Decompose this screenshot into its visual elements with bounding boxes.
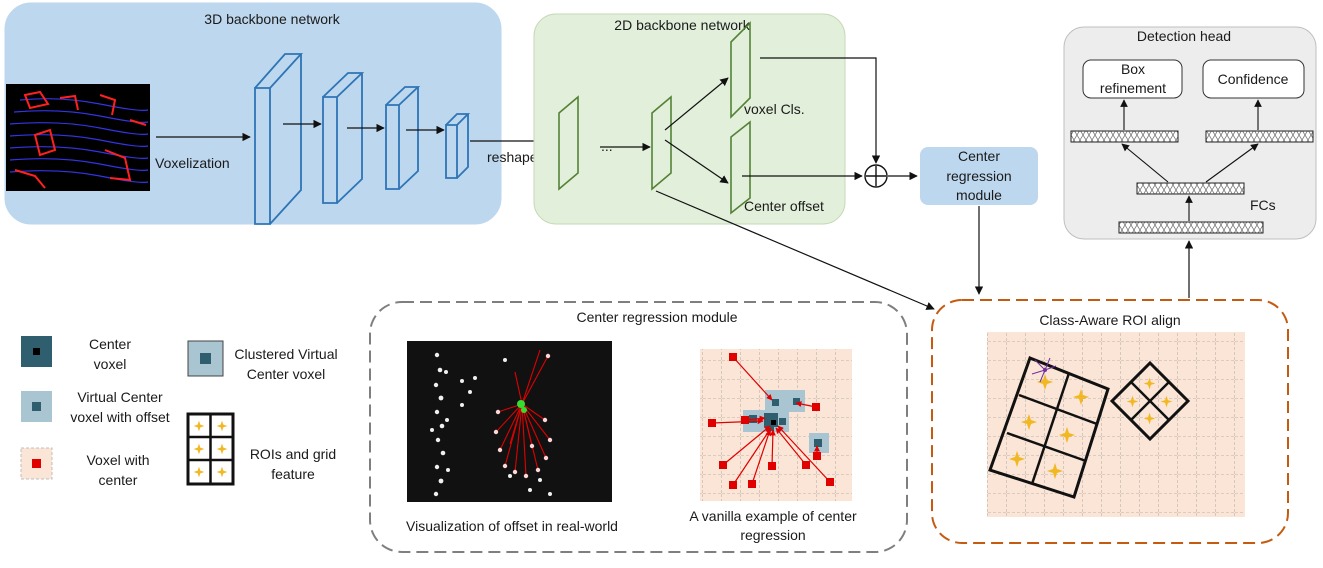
reshape-label: reshape xyxy=(487,149,538,165)
center-regression-title: Center regression module xyxy=(576,309,737,325)
svg-text:voxel: voxel xyxy=(94,356,127,372)
vanilla-caption: A vanilla example of center xyxy=(689,508,857,524)
backbone-3d-panel: 3D backbone network xyxy=(4,2,502,225)
svg-text:Center voxel: Center voxel xyxy=(247,366,326,382)
fcs-label: FCs xyxy=(1250,197,1276,213)
legend-clustered-virtual: Clustered Virtual Center voxel xyxy=(187,340,338,382)
offset-visualization-image xyxy=(407,341,612,502)
svg-text:Center: Center xyxy=(89,336,131,352)
roi-small xyxy=(1109,360,1191,442)
legend-center-voxel: Center voxel xyxy=(21,336,131,372)
vanilla-regression-example xyxy=(700,349,852,501)
backbone-2d-title: 2D backbone network xyxy=(614,17,750,33)
roi-align-title: Class-Aware ROI align xyxy=(1039,312,1180,328)
sum-operator xyxy=(864,164,888,188)
svg-text:regression: regression xyxy=(740,527,805,543)
visualization-caption: Visualization of offset in real-world xyxy=(406,518,618,534)
center-regression-panel: Center regression module xyxy=(369,301,908,553)
svg-text:Clustered Virtual: Clustered Virtual xyxy=(234,346,337,362)
box-refinement-label: Box xyxy=(1121,61,1145,77)
backbone-3d-title: 3D backbone network xyxy=(204,11,340,27)
svg-text:ROIs and grid: ROIs and grid xyxy=(250,446,336,462)
ellipsis-label: ... xyxy=(601,138,613,154)
backbone-2d-panel: 2D backbone network ... voxel Cls. Cente… xyxy=(533,13,846,225)
legend-voxel-with-center: Voxel with center xyxy=(20,447,150,488)
confidence-label: Confidence xyxy=(1218,71,1289,87)
svg-text:refinement: refinement xyxy=(1100,80,1166,96)
legend-virtual-center: Virtual Center voxel with offset xyxy=(21,389,170,425)
point-cloud-image xyxy=(6,84,150,191)
svg-text:regression: regression xyxy=(946,168,1011,184)
svg-text:Virtual Center: Virtual Center xyxy=(77,389,163,405)
backbone-3d-layers xyxy=(254,53,471,225)
center-offset-label: Center offset xyxy=(744,198,824,214)
voxel-cls-label: voxel Cls. xyxy=(744,101,805,117)
center-regression-box: Center regression module xyxy=(920,147,1038,205)
svg-text:voxel with offset: voxel with offset xyxy=(70,409,169,425)
svg-text:feature: feature xyxy=(271,466,315,482)
legend-rois-grid: ROIs and grid feature xyxy=(186,412,336,486)
roi-align-panel: Class-Aware ROI align xyxy=(931,299,1289,544)
svg-text:module: module xyxy=(956,187,1002,203)
voxelization-label: Voxelization xyxy=(155,155,230,171)
detection-head-panel: Detection head Box refinement Confidence… xyxy=(1063,26,1317,240)
roi-large xyxy=(988,356,1110,499)
svg-text:Center: Center xyxy=(958,148,1000,164)
svg-text:Voxel with: Voxel with xyxy=(86,452,149,468)
detection-head-title: Detection head xyxy=(1137,28,1231,44)
svg-text:center: center xyxy=(99,472,138,488)
legend: Center voxel Virtual Center voxel with o… xyxy=(20,336,338,488)
backbone-2d-layers xyxy=(558,21,751,215)
